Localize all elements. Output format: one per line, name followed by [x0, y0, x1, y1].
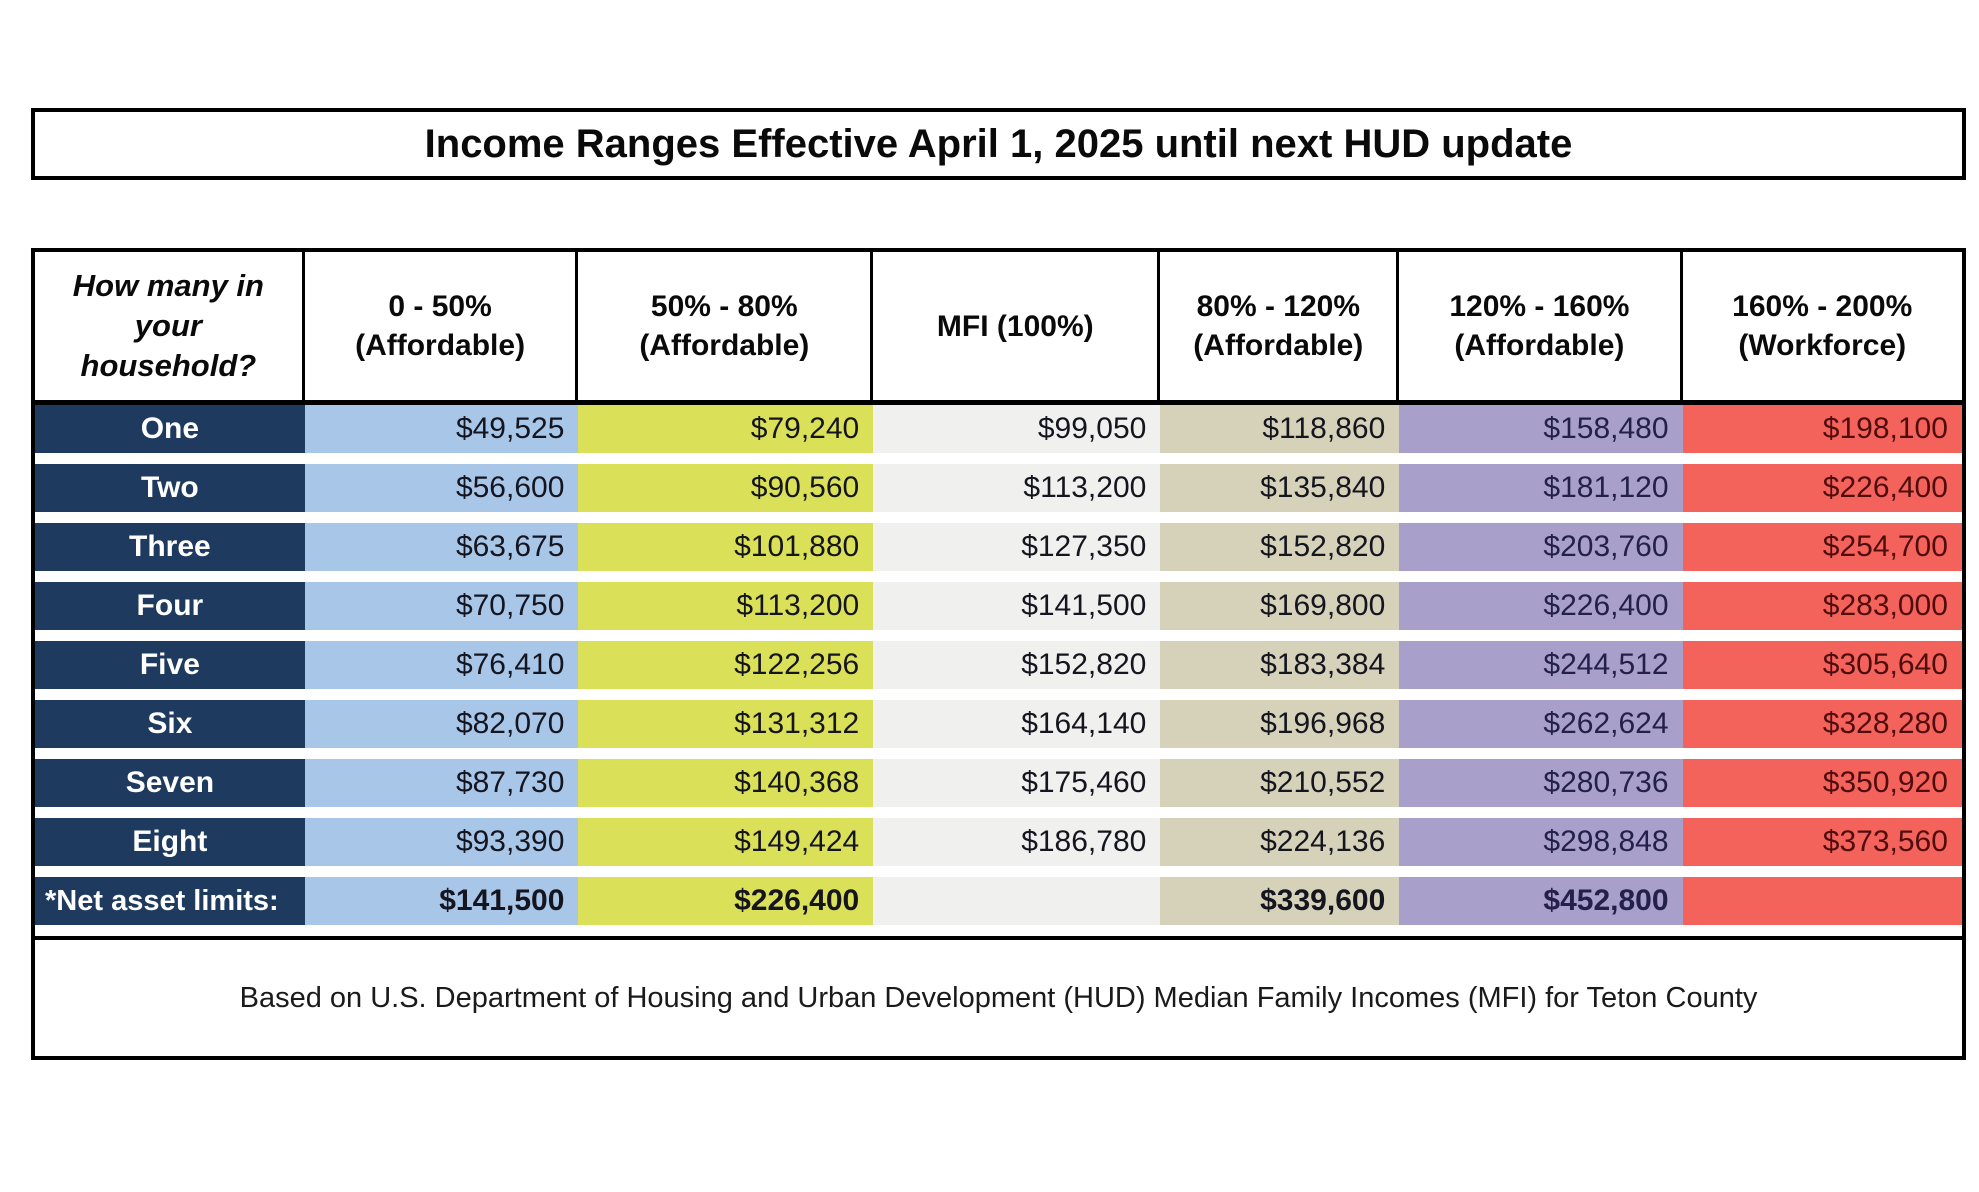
income-cell: $113,200 [873, 464, 1161, 512]
income-cell: $70,750 [304, 582, 579, 630]
table-row-four: Four $70,750 $113,200 $141,500 $169,800 … [35, 582, 1962, 630]
income-cell: $183,384 [1160, 641, 1400, 689]
column-header-120-160: 120% - 160% (Affordable) [1399, 252, 1683, 400]
income-cell: $131,312 [578, 700, 874, 748]
income-table: How many in your household? 0 - 50% (Aff… [31, 248, 1966, 1060]
net-asset-cell [1682, 877, 1962, 925]
table-row-six: Six $82,070 $131,312 $164,140 $196,968 $… [35, 700, 1962, 748]
income-cell: $186,780 [873, 818, 1161, 866]
income-cell: $305,640 [1682, 641, 1962, 689]
net-asset-cell: $141,500 [304, 877, 579, 925]
row-label: Six [35, 700, 305, 748]
net-asset-cell: $452,800 [1399, 877, 1683, 925]
income-cell: $101,880 [578, 523, 874, 571]
income-cell: $244,512 [1399, 641, 1683, 689]
net-asset-cell: $226,400 [578, 877, 874, 925]
income-cell: $90,560 [578, 464, 874, 512]
table-row-two: Two $56,600 $90,560 $113,200 $135,840 $1… [35, 464, 1962, 512]
footer-note-section: Based on U.S. Department of Housing and … [35, 936, 1962, 1056]
income-cell: $76,410 [304, 641, 579, 689]
income-cell: $164,140 [873, 700, 1161, 748]
income-cell: $127,350 [873, 523, 1161, 571]
title-box: Income Ranges Effective April 1, 2025 un… [31, 108, 1966, 180]
table-row-seven: Seven $87,730 $140,368 $175,460 $210,552… [35, 759, 1962, 807]
column-header-household: How many in your household? [35, 252, 305, 400]
income-cell: $152,820 [873, 641, 1161, 689]
income-cell: $63,675 [304, 523, 579, 571]
income-cell: $210,552 [1160, 759, 1400, 807]
income-cell: $198,100 [1682, 405, 1962, 453]
income-cell: $87,730 [304, 759, 579, 807]
row-label: Eight [35, 818, 305, 866]
income-cell: $254,700 [1682, 523, 1962, 571]
table-row-three: Three $63,675 $101,880 $127,350 $152,820… [35, 523, 1962, 571]
income-cell: $141,500 [873, 582, 1161, 630]
income-cell: $140,368 [578, 759, 874, 807]
income-cell: $283,000 [1682, 582, 1962, 630]
row-label: Seven [35, 759, 305, 807]
income-cell: $196,968 [1160, 700, 1400, 748]
income-cell: $158,480 [1399, 405, 1683, 453]
income-cell: $328,280 [1682, 700, 1962, 748]
table-body: One $49,525 $79,240 $99,050 $118,860 $15… [35, 405, 1962, 925]
income-cell: $226,400 [1399, 582, 1683, 630]
income-cell: $262,624 [1399, 700, 1683, 748]
table-row-net-asset-limits: *Net asset limits: $141,500 $226,400 $33… [35, 877, 1962, 925]
income-cell: $79,240 [578, 405, 874, 453]
row-label: Three [35, 523, 305, 571]
source-note: Based on U.S. Department of Housing and … [239, 981, 1758, 1014]
income-cell: $113,200 [578, 582, 874, 630]
income-cell: $122,256 [578, 641, 874, 689]
page-title: Income Ranges Effective April 1, 2025 un… [424, 121, 1573, 166]
income-cell: $181,120 [1399, 464, 1683, 512]
income-cell: $175,460 [873, 759, 1161, 807]
income-cell: $49,525 [304, 405, 579, 453]
net-asset-cell [873, 877, 1161, 925]
column-header-mfi: MFI (100%) [873, 252, 1161, 400]
row-label: One [35, 405, 305, 453]
income-cell: $56,600 [304, 464, 579, 512]
column-header-80-120: 80% - 120% (Affordable) [1160, 252, 1400, 400]
table-row-five: Five $76,410 $122,256 $152,820 $183,384 … [35, 641, 1962, 689]
income-cell: $350,920 [1682, 759, 1962, 807]
income-cell: $149,424 [578, 818, 874, 866]
income-cell: $118,860 [1160, 405, 1400, 453]
income-cell: $224,136 [1160, 818, 1400, 866]
row-label: Four [35, 582, 305, 630]
income-cell: $99,050 [873, 405, 1161, 453]
income-cell: $82,070 [304, 700, 579, 748]
column-header-160-200: 160% - 200% (Workforce) [1682, 252, 1962, 400]
row-label: Two [35, 464, 305, 512]
income-cell: $226,400 [1682, 464, 1962, 512]
income-cell: $298,848 [1399, 818, 1683, 866]
row-label: Five [35, 641, 305, 689]
table-row-one: One $49,525 $79,240 $99,050 $118,860 $15… [35, 405, 1962, 453]
row-label-net-asset-limits: *Net asset limits: [35, 877, 305, 925]
net-asset-cell: $339,600 [1160, 877, 1400, 925]
income-cell: $373,560 [1682, 818, 1962, 866]
column-header-50-80: 50% - 80% (Affordable) [578, 252, 874, 400]
income-cell: $203,760 [1399, 523, 1683, 571]
column-header-0-50: 0 - 50% (Affordable) [304, 252, 579, 400]
table-header-row: How many in your household? 0 - 50% (Aff… [35, 252, 1962, 405]
income-cell: $169,800 [1160, 582, 1400, 630]
income-cell: $280,736 [1399, 759, 1683, 807]
income-cell: $93,390 [304, 818, 579, 866]
table-row-eight: Eight $93,390 $149,424 $186,780 $224,136… [35, 818, 1962, 866]
income-cell: $135,840 [1160, 464, 1400, 512]
income-cell: $152,820 [1160, 523, 1400, 571]
